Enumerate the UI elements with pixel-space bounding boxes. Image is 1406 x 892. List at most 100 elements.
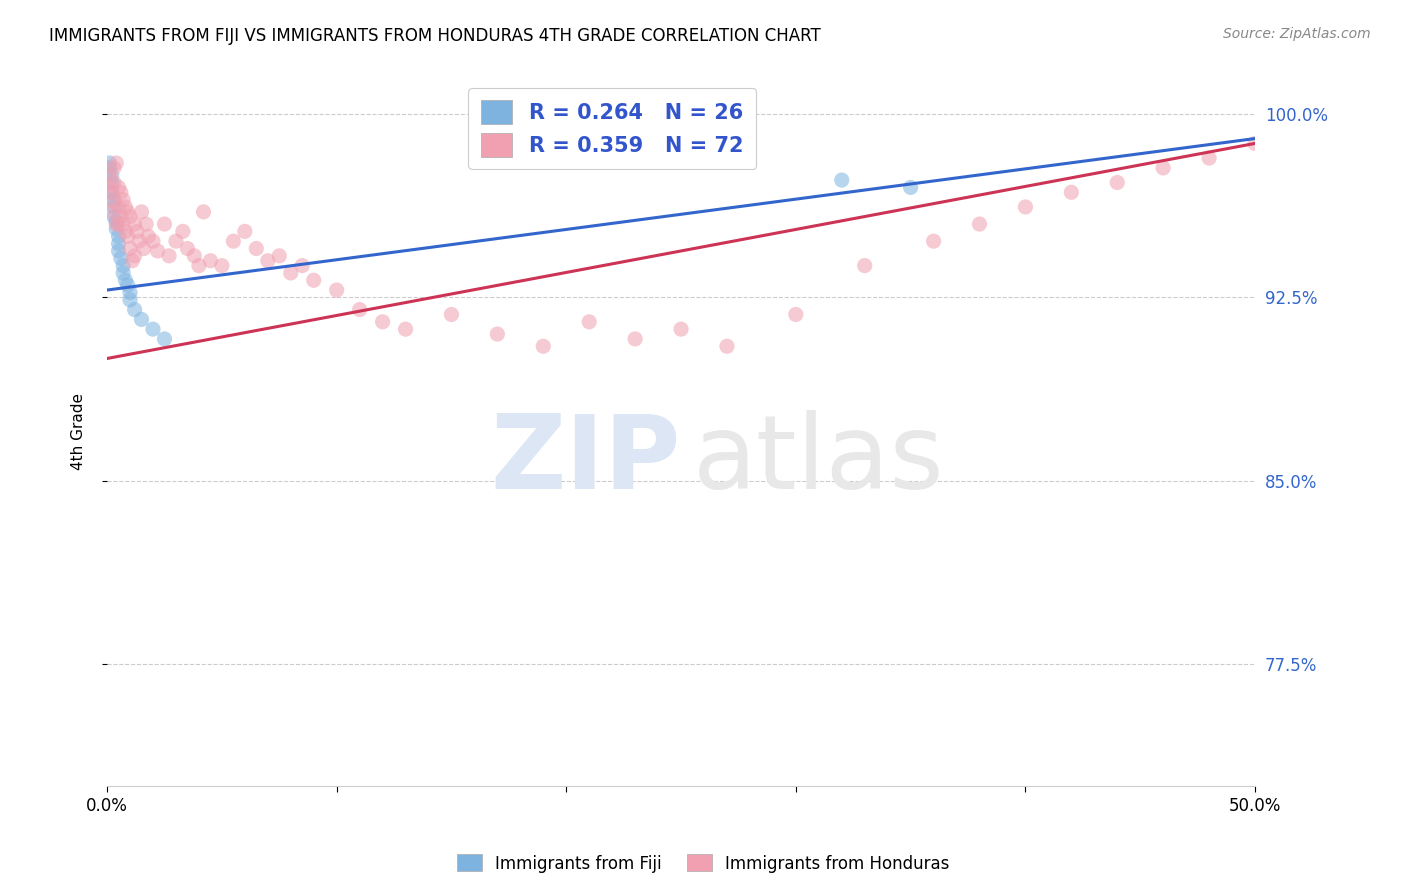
Point <box>112 217 135 231</box>
Point <box>105 217 128 231</box>
Point <box>132 242 155 256</box>
Point <box>100 176 122 190</box>
Point <box>112 193 135 207</box>
Point <box>98 168 121 182</box>
Point <box>103 195 125 210</box>
Point <box>107 217 129 231</box>
Point <box>176 242 198 256</box>
Point <box>103 176 125 190</box>
Point <box>716 339 738 353</box>
Point <box>117 204 139 219</box>
Point <box>187 259 209 273</box>
Point <box>121 253 143 268</box>
Point <box>269 249 291 263</box>
Point <box>302 273 325 287</box>
Point <box>107 244 129 258</box>
Point <box>107 180 129 194</box>
Point <box>146 244 169 258</box>
Point <box>669 322 692 336</box>
Point <box>105 222 128 236</box>
Point <box>142 322 165 336</box>
Legend: R = 0.264   N = 26, R = 0.359   N = 72: R = 0.264 N = 26, R = 0.359 N = 72 <box>468 87 756 169</box>
Point <box>125 224 148 238</box>
Point <box>103 193 125 207</box>
Point <box>103 210 125 224</box>
Point <box>110 186 132 200</box>
Point <box>157 249 180 263</box>
Point <box>98 180 121 194</box>
Point <box>531 339 554 353</box>
Point <box>107 229 129 244</box>
Point <box>900 180 922 194</box>
Point <box>124 302 146 317</box>
Point <box>103 200 125 214</box>
Point <box>922 234 945 248</box>
Legend: Immigrants from Fiji, Immigrants from Honduras: Immigrants from Fiji, Immigrants from Ho… <box>450 847 956 880</box>
Point <box>165 234 187 248</box>
Point <box>114 273 136 287</box>
Point <box>107 200 129 214</box>
Point <box>124 217 146 231</box>
Point <box>98 161 121 175</box>
Point <box>486 326 509 341</box>
Point <box>118 242 141 256</box>
Point <box>105 214 128 228</box>
Point <box>138 229 160 244</box>
Point <box>100 168 122 182</box>
Point <box>245 242 267 256</box>
Point <box>193 204 215 219</box>
Text: IMMIGRANTS FROM FIJI VS IMMIGRANTS FROM HONDURAS 4TH GRADE CORRELATION CHART: IMMIGRANTS FROM FIJI VS IMMIGRANTS FROM … <box>49 27 821 45</box>
Point <box>100 186 122 200</box>
Point <box>131 204 153 219</box>
Point <box>112 266 135 280</box>
Text: atlas: atlas <box>693 409 945 510</box>
Point <box>110 252 132 266</box>
Point <box>117 229 139 244</box>
Y-axis label: 4th Grade: 4th Grade <box>72 393 86 470</box>
Point <box>222 234 245 248</box>
Point <box>183 249 205 263</box>
Point <box>117 278 139 293</box>
Point <box>325 283 347 297</box>
Point <box>153 217 176 231</box>
Text: ZIP: ZIP <box>491 409 681 510</box>
Point <box>578 315 600 329</box>
Text: Source: ZipAtlas.com: Source: ZipAtlas.com <box>1223 27 1371 41</box>
Point <box>280 266 302 280</box>
Point <box>172 224 194 238</box>
Point <box>114 200 136 214</box>
Point <box>118 293 141 307</box>
Point <box>969 217 991 231</box>
Point <box>114 224 136 238</box>
Point <box>831 173 853 187</box>
Point <box>128 234 150 248</box>
Point <box>291 259 314 273</box>
Point <box>107 236 129 251</box>
Point <box>118 210 141 224</box>
Point <box>100 204 122 219</box>
Point <box>103 161 125 175</box>
Point <box>1198 151 1220 165</box>
Point <box>349 302 371 317</box>
Point <box>100 186 122 200</box>
Point <box>1107 176 1129 190</box>
Point <box>153 332 176 346</box>
Point <box>118 285 141 300</box>
Point <box>371 315 394 329</box>
Point <box>1152 161 1174 175</box>
Point <box>98 156 121 170</box>
Point <box>124 249 146 263</box>
Point <box>1060 186 1083 200</box>
Point <box>131 312 153 326</box>
Point <box>853 259 876 273</box>
Point <box>211 259 233 273</box>
Point <box>394 322 416 336</box>
Point <box>1014 200 1036 214</box>
Point <box>135 217 157 231</box>
Point <box>256 253 278 268</box>
Point <box>105 156 128 170</box>
Point <box>200 253 222 268</box>
Point <box>110 210 132 224</box>
Point <box>440 308 463 322</box>
Point <box>1244 136 1267 151</box>
